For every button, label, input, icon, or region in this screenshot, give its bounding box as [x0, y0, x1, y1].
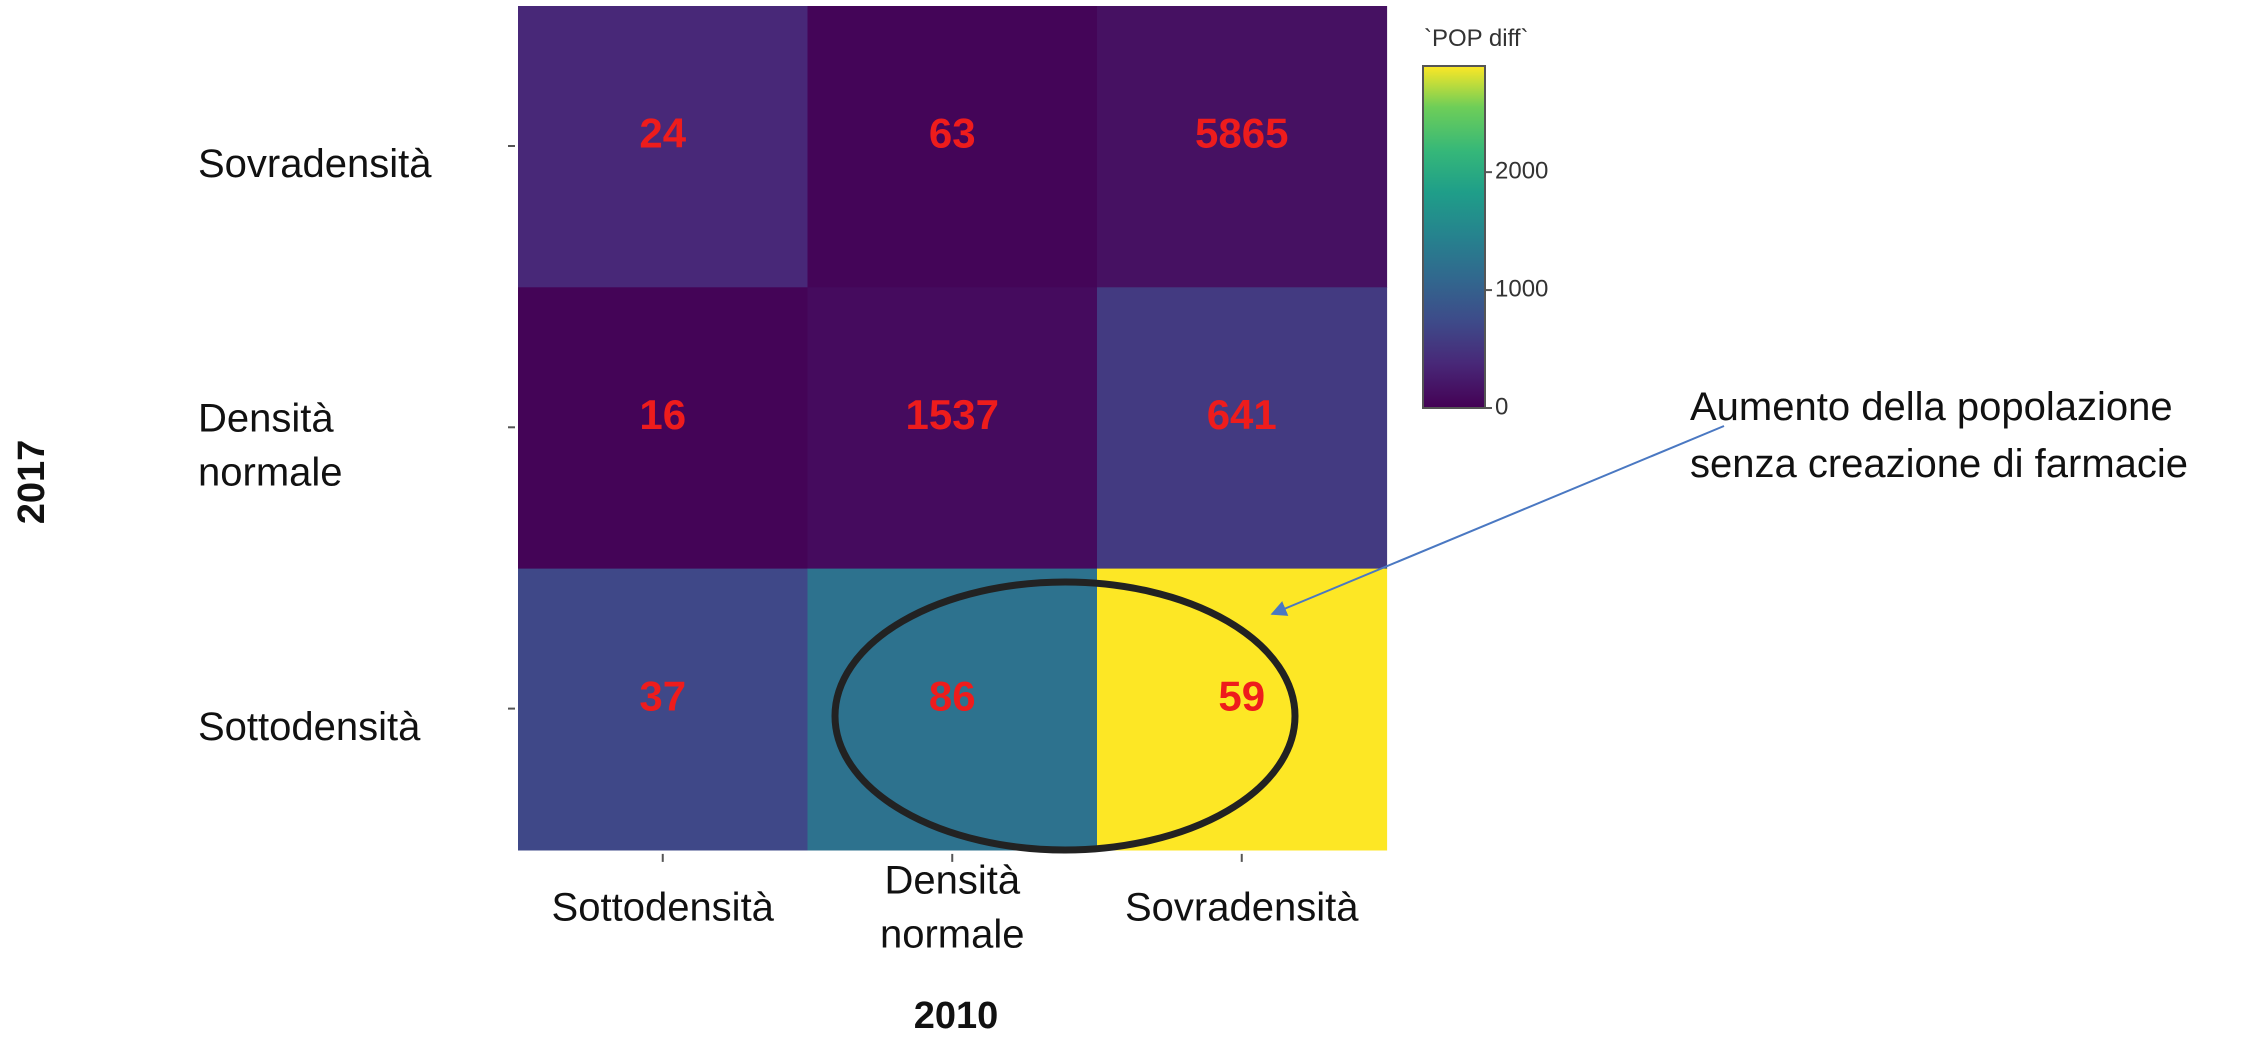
cell-value-label-r3-c3: 59: [1218, 672, 1265, 719]
color-legend: `POP diff` 0 1000 2000: [1422, 25, 1548, 420]
x-tick-label-sovradensit-: Sovradensità: [1125, 886, 1359, 930]
annotation-text-line-1: Aumento della popolazione: [1690, 385, 2173, 429]
y-tick-label-densit-normale-line-1: Densità: [198, 397, 334, 441]
highlight-ellipse: [831, 578, 1299, 854]
x-tick-label-densit-normale-line-2: normale: [880, 913, 1025, 957]
heatmap-cell-r1-c1: [518, 6, 809, 288]
heatmap-cells: [518, 6, 1388, 851]
heatmap-cell-r2-c3: [1097, 287, 1388, 570]
cell-value-label-r3-c1: 37: [639, 672, 686, 719]
cell-value-label-r3-c2: 86: [929, 672, 976, 719]
cell-value-label-r1-c3: 5865: [1195, 110, 1288, 157]
heatmap-cell-r3-c1: [518, 568, 809, 851]
legend-color-bar: [1422, 65, 1486, 409]
y-tick-label-sovradensit-: Sovradensità: [198, 142, 432, 186]
x-tick-label-sottodensit-: Sottodensità: [552, 886, 775, 930]
x-tick-label-densit-normale-line-1: Densità: [884, 859, 1020, 903]
annotation-text-line-2: senza creazione di farmacie: [1690, 442, 2188, 486]
legend-title: `POP diff`: [1424, 25, 1528, 52]
y-tick-label-sottodensit-: Sottodensità: [198, 705, 421, 749]
cell-value-label-r1-c2: 63: [929, 110, 976, 157]
cell-value-label-r2-c3: 641: [1207, 391, 1277, 438]
legend-tick-label-0: 0: [1495, 393, 1508, 420]
y-tick-label-densit-normale-line-2: normale: [198, 451, 343, 495]
annotation: Aumento della popolazione senza creazione…: [831, 385, 2188, 854]
heatmap-cell-r2-c2: [807, 287, 1098, 570]
heatmap-cell-r2-c1: [518, 287, 809, 570]
heatmap-cell-r3-c2: [807, 568, 1098, 851]
cell-value-label-r2-c2: 1537: [906, 391, 999, 438]
legend-tick-label-1000: 1000: [1495, 275, 1548, 302]
legend-tick-label-2000: 2000: [1495, 157, 1548, 184]
heatmap-cell-r1-c3: [1097, 6, 1388, 288]
axes: Sovradensità Densità normale Sottodensità So…: [11, 142, 1359, 1037]
heatmap-cell-r1-c2: [807, 6, 1098, 288]
y-axis-title: 2017: [11, 440, 53, 525]
cell-value-label-r2-c1: 16: [639, 391, 686, 438]
x-axis-title: 2010: [914, 995, 999, 1037]
cell-value-label-r1-c1: 24: [639, 110, 686, 157]
heatmap-cell-labels: 24 63 5865 16 1537 641 37 86 59: [639, 110, 1288, 720]
annotation-arrow: [1270, 425, 1725, 616]
